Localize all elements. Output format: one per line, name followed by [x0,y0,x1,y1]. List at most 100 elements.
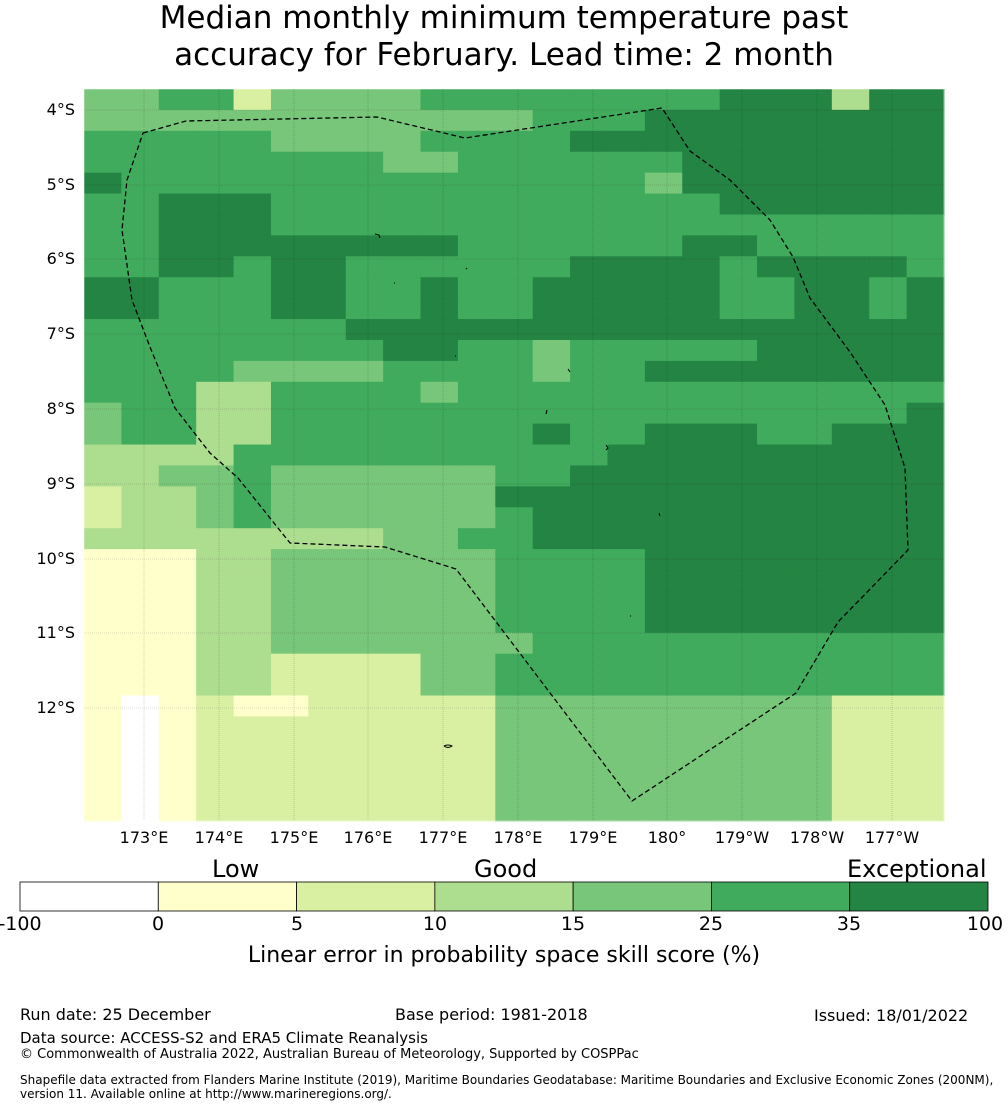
grid-cell [831,674,870,697]
grid-cell [532,716,571,738]
grid-cell [233,298,272,320]
grid-cell [682,256,721,278]
grid-cell [869,549,908,571]
grid-cell [308,611,347,634]
grid-cell [869,528,908,550]
grid-cell [345,570,384,592]
grid-cell [420,151,459,174]
grid-cell [158,528,197,550]
grid-cell [308,716,347,738]
grid-cell [831,214,870,236]
grid-cell [495,172,534,195]
grid-cell [383,235,422,257]
grid-cell [644,674,683,697]
grid-cell [345,716,384,738]
grid-cell [831,486,870,508]
grid-cell [682,109,721,132]
grid-cell [607,465,646,487]
grid-cell [719,193,758,216]
grid-cell [644,235,683,257]
grid-cell [383,214,422,236]
grid-cell [121,172,160,195]
grid-cell [345,277,384,299]
grid-cell [495,444,534,467]
grid-cell [719,339,758,362]
grid-cell [644,632,683,655]
grid-cell [607,444,646,467]
grid-cell [607,214,646,236]
grid-cell [121,486,160,508]
grid-cell [757,339,796,362]
grid-cell [345,465,384,487]
grid-cell [84,758,122,780]
grid-cell [270,360,309,383]
grid-cell [345,528,384,550]
grid-cell [831,319,870,341]
grid-cell [308,653,347,676]
grid-cell [906,277,945,299]
lat-label: 7°S [46,324,75,343]
grid-cell [270,172,309,195]
grid-cell [607,611,646,634]
grid-cell [196,674,235,697]
grid-cell [158,716,197,738]
grid-cell [644,151,683,174]
grid-cell [644,695,683,718]
grid-cell [869,737,908,759]
grid-cell [420,758,459,780]
grid-cell [906,737,945,759]
grid-cell [869,716,908,738]
grid-cell [719,151,758,174]
grid-cell [831,151,870,174]
grid-cell [457,758,496,780]
grid-cell [457,486,496,508]
grid-cell [570,486,609,508]
grid-cell [757,319,796,341]
grid-cell [869,381,908,404]
grid-cell [233,444,272,467]
grid-cell [457,360,496,383]
lon-label: 176°E [343,828,393,847]
grid-cell [570,590,609,613]
grid-cell [719,570,758,592]
grid-cell [196,444,235,467]
grid-cell [196,549,235,571]
grid-cell [420,549,459,571]
grid-cell [757,486,796,508]
grid-cell [270,339,309,362]
grid-cell [532,423,571,446]
grid-cell [457,674,496,697]
colorbar [19,881,989,912]
grid-cell [757,151,796,174]
grid-cell [495,109,534,132]
grid-cell [794,653,833,676]
grid-cell [719,360,758,383]
grid-cell [831,256,870,278]
grid-cell [831,549,870,571]
grid-cell [906,235,945,257]
grid-cell [682,758,721,780]
grid-cell [121,570,160,592]
grid-cell [420,109,459,132]
grid-cell [757,256,796,278]
grid-cell [121,549,160,571]
grid-cell [270,214,309,236]
grid-cell [682,779,721,801]
grid-cell [196,339,235,362]
grid-cell [532,465,571,487]
grid-cell [570,632,609,655]
grid-cell [794,507,833,529]
grid-cell [383,109,422,132]
grid-cell [457,507,496,529]
grid-cell [270,570,309,592]
grid-cell [719,130,758,153]
grid-cell [869,423,908,446]
grid-cell [495,193,534,216]
grid-cell [794,632,833,655]
grid-cell [607,716,646,738]
grid-cell [270,277,309,299]
grid-cell [383,444,422,467]
island-shape [545,409,548,415]
grid-cell [906,130,945,153]
grid-cell [644,130,683,153]
